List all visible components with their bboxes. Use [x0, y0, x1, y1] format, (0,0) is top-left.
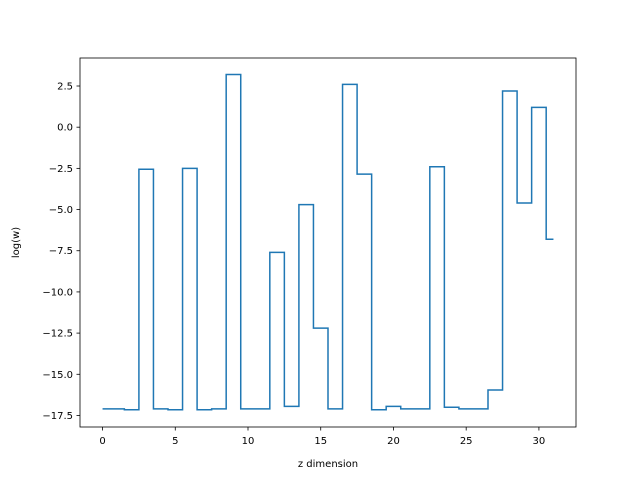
x-axis-label: z dimension — [298, 459, 358, 470]
series-line-0 — [102, 73, 554, 411]
x-axis-ticks: 0 5 10 15 20 25 30 — [99, 427, 545, 447]
x-tick-label: 0 — [99, 436, 105, 447]
series-layer — [102, 73, 554, 411]
y-tick-label: 2.5 — [57, 82, 73, 93]
y-tick-label: −7.5 — [49, 246, 73, 257]
y-tick-label: −15.0 — [42, 370, 73, 381]
y-tick-label: −12.5 — [42, 329, 73, 340]
y-tick-label: −17.5 — [42, 411, 73, 422]
x-tick-label: 15 — [314, 436, 327, 447]
x-tick-label: 5 — [172, 436, 178, 447]
y-tick-label: −10.0 — [42, 287, 73, 298]
y-axis-label: log(w) — [11, 227, 22, 258]
x-tick-label: 10 — [242, 436, 255, 447]
y-tick-label: −5.0 — [49, 205, 73, 216]
y-axis-ticks: 2.5 0.0 −2.5 −5.0 −7.5 −10.0 −12.5 −15.0 −17.5 — [42, 82, 80, 422]
x-tick-label: 30 — [533, 436, 546, 447]
y-tick-label: 0.0 — [57, 123, 73, 134]
y-tick-label: −2.5 — [49, 164, 73, 175]
x-tick-label: 25 — [460, 436, 473, 447]
plot-frame — [79, 57, 577, 428]
x-tick-label: 20 — [387, 436, 400, 447]
